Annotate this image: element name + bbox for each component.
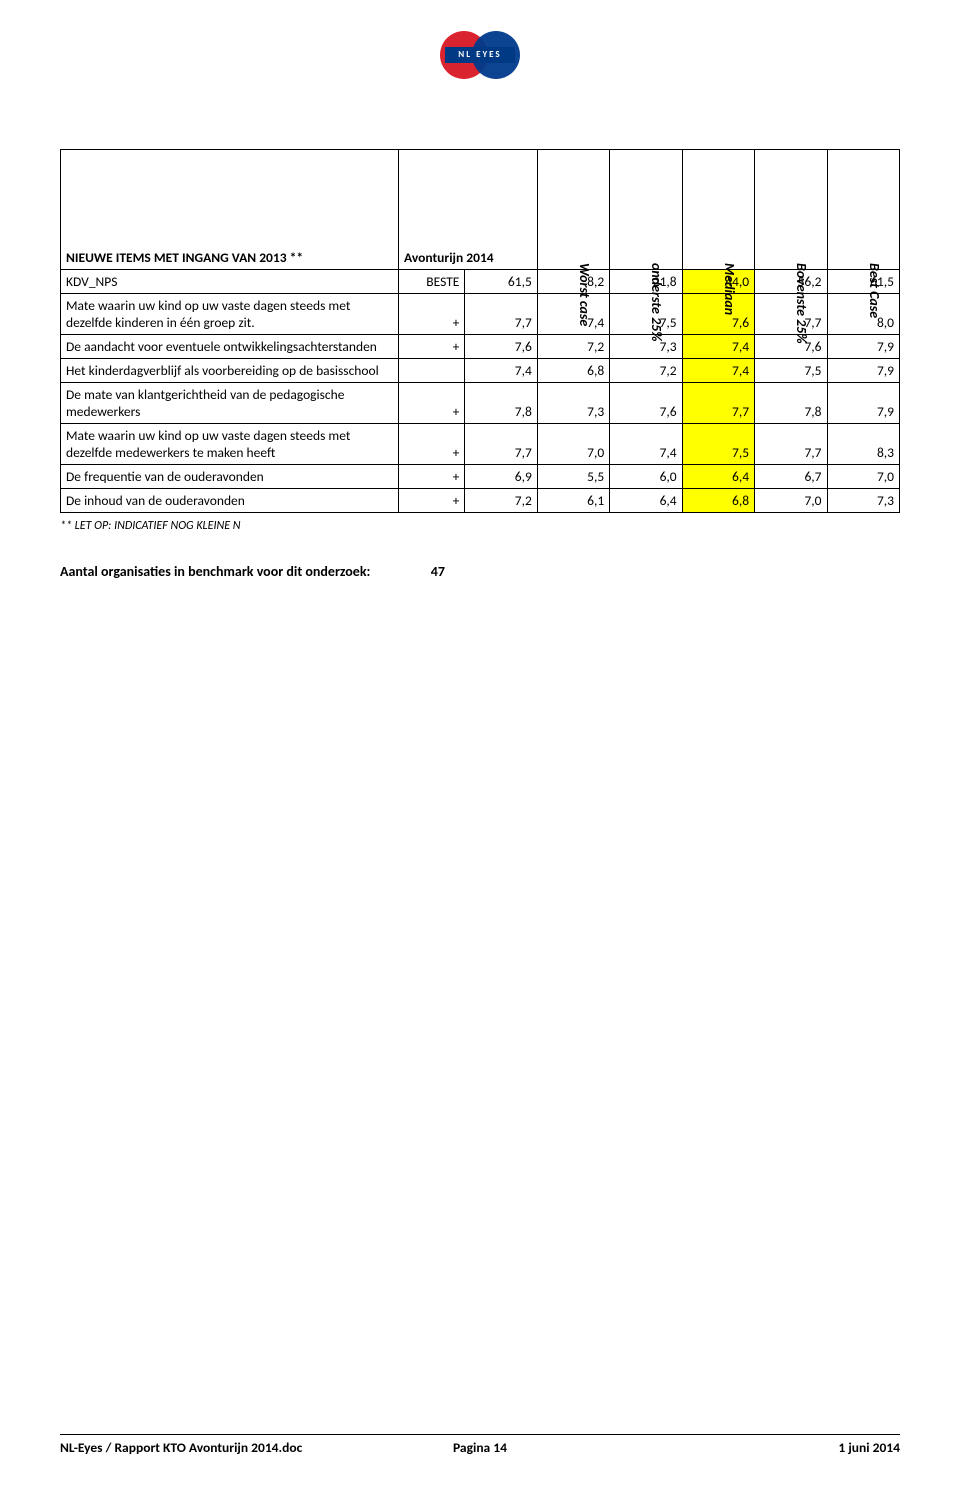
table-row: Mate waarin uw kind op uw vaste dagen st… — [61, 424, 900, 465]
col-mediaan: Mediaan — [682, 150, 754, 270]
row-value: 7,9 — [827, 359, 900, 383]
table-row: De inhoud van de ouderavonden+7,26,16,46… — [61, 489, 900, 513]
row-value: 5,5 — [537, 465, 609, 489]
row-value: 44,0 — [682, 270, 754, 294]
row-value: 61,5 — [827, 270, 900, 294]
row-value: 7,8 — [465, 383, 537, 424]
row-value: 7,9 — [827, 335, 900, 359]
row-value: 61,5 — [465, 270, 537, 294]
row-value: 7,5 — [682, 424, 754, 465]
row-value: 7,4 — [465, 359, 537, 383]
row-value: 7,3 — [610, 335, 682, 359]
row-value: 7,7 — [682, 383, 754, 424]
row-value: 6,1 — [537, 489, 609, 513]
row-tag: + — [399, 335, 465, 359]
table-row: Het kinderdagverblijf als voorbereiding … — [61, 359, 900, 383]
row-value: 8,0 — [827, 294, 900, 335]
logo-text: NL EYES — [445, 47, 515, 63]
row-value: 7,0 — [827, 465, 900, 489]
benchmark-value: 47 — [395, 563, 445, 580]
row-value: 7,4 — [537, 294, 609, 335]
row-tag: BESTE — [399, 270, 465, 294]
row-tag: + — [399, 465, 465, 489]
table-row: De aandacht voor eventuele ontwikkelings… — [61, 335, 900, 359]
row-label: De mate van klantgerichtheid van de peda… — [61, 383, 399, 424]
header-logo: NL EYES — [60, 25, 900, 89]
row-value: 6,8 — [537, 359, 609, 383]
benchmark-label: Aantal organisaties in benchmark voor di… — [60, 563, 395, 580]
row-value: 7,6 — [682, 294, 754, 335]
benchmark-count: Aantal organisaties in benchmark voor di… — [60, 563, 900, 580]
table-row: De frequentie van de ouderavonden+6,95,5… — [61, 465, 900, 489]
row-value: 7,5 — [610, 294, 682, 335]
page-footer: NL-Eyes / Rapport KTO Avonturijn 2014.do… — [60, 1434, 900, 1456]
table-row: KDV_NPSBESTE61,58,221,844,056,261,5 — [61, 270, 900, 294]
table-row: De mate van klantgerichtheid van de peda… — [61, 383, 900, 424]
row-value: 7,3 — [827, 489, 900, 513]
footnote: ** LET OP: INDICATIEF NOG KLEINE N — [60, 519, 900, 533]
row-label: De frequentie van de ouderavonden — [61, 465, 399, 489]
row-tag: + — [399, 489, 465, 513]
table-row: Mate waarin uw kind op uw vaste dagen st… — [61, 294, 900, 335]
row-value: 7,0 — [755, 489, 827, 513]
col-bovenste-25: Bovenste 25% — [755, 150, 827, 270]
table-header-main: Avonturijn 2014 — [399, 150, 538, 270]
row-value: 7,6 — [755, 335, 827, 359]
col-best-case: Best Case — [827, 150, 900, 270]
row-value: 8,3 — [827, 424, 900, 465]
row-tag: + — [399, 424, 465, 465]
row-value: 7,0 — [537, 424, 609, 465]
row-value: 7,8 — [755, 383, 827, 424]
row-value: 6,4 — [610, 489, 682, 513]
row-value: 7,7 — [755, 424, 827, 465]
row-value: 7,4 — [682, 335, 754, 359]
row-label: Mate waarin uw kind op uw vaste dagen st… — [61, 424, 399, 465]
row-value: 7,2 — [610, 359, 682, 383]
row-value: 56,2 — [755, 270, 827, 294]
row-value: 7,2 — [537, 335, 609, 359]
row-value: 6,8 — [682, 489, 754, 513]
row-value: 6,0 — [610, 465, 682, 489]
footer-mid: Pagina 14 — [340, 1439, 620, 1456]
row-value: 6,9 — [465, 465, 537, 489]
row-label: De aandacht voor eventuele ontwikkelings… — [61, 335, 399, 359]
row-value: 21,8 — [610, 270, 682, 294]
row-tag: + — [399, 383, 465, 424]
col-worst-case: Worst case — [537, 150, 609, 270]
row-value: 7,6 — [610, 383, 682, 424]
row-label: De inhoud van de ouderavonden — [61, 489, 399, 513]
row-tag — [399, 359, 465, 383]
row-label: Het kinderdagverblijf als voorbereiding … — [61, 359, 399, 383]
row-value: 7,7 — [465, 294, 537, 335]
row-value: 7,2 — [465, 489, 537, 513]
row-value: 6,4 — [682, 465, 754, 489]
footer-right: 1 juni 2014 — [620, 1439, 900, 1456]
row-value: 7,5 — [755, 359, 827, 383]
row-value: 7,7 — [465, 424, 537, 465]
col-onderste-25: onderste 25% — [610, 150, 682, 270]
row-label: Mate waarin uw kind op uw vaste dagen st… — [61, 294, 399, 335]
row-value: 7,3 — [537, 383, 609, 424]
nl-eyes-logo: NL EYES — [435, 25, 525, 85]
row-label: KDV_NPS — [61, 270, 399, 294]
row-value: 7,9 — [827, 383, 900, 424]
row-value: 7,7 — [755, 294, 827, 335]
footer-left: NL-Eyes / Rapport KTO Avonturijn 2014.do… — [60, 1439, 340, 1456]
row-value: 7,6 — [465, 335, 537, 359]
benchmark-table: NIEUWE ITEMS MET INGANG VAN 2013 ** Avon… — [60, 149, 900, 513]
row-tag: + — [399, 294, 465, 335]
table-header-left: NIEUWE ITEMS MET INGANG VAN 2013 ** — [61, 150, 399, 270]
row-value: 7,4 — [682, 359, 754, 383]
row-value: 8,2 — [537, 270, 609, 294]
row-value: 7,4 — [610, 424, 682, 465]
row-value: 6,7 — [755, 465, 827, 489]
